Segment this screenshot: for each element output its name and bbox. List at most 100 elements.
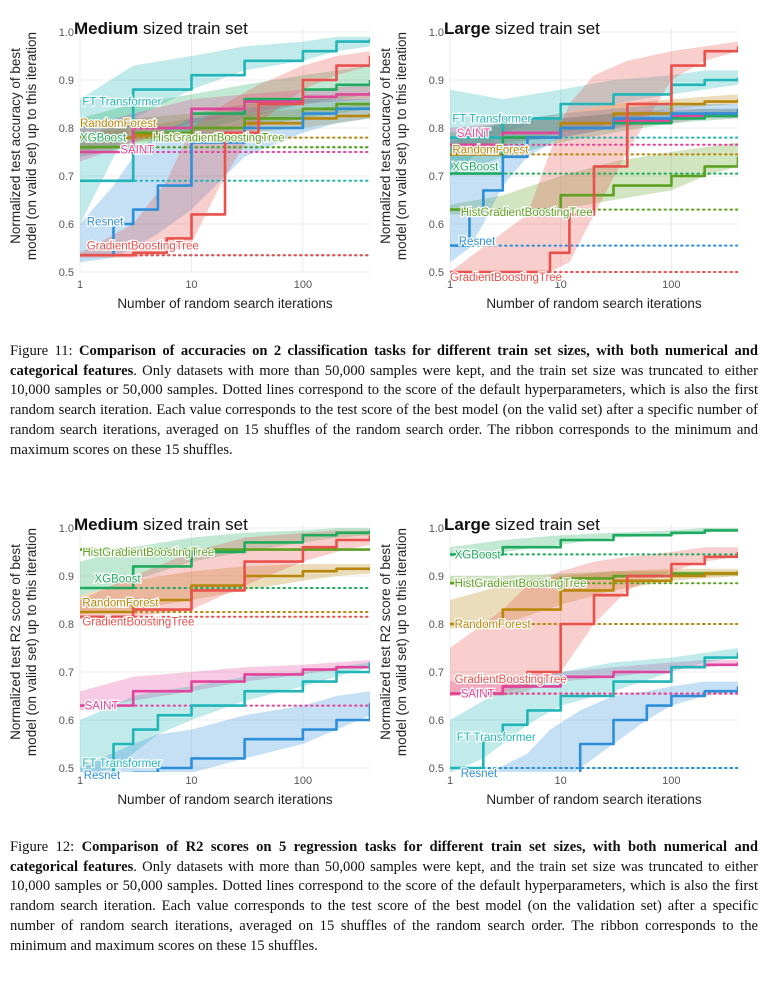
- panel-title: Large sized train set: [444, 515, 600, 534]
- x-tick-label: 100: [294, 775, 312, 787]
- series-line-gradientboostingtree: [80, 56, 370, 257]
- series-label-resnet: Resnet: [459, 236, 496, 248]
- x-tick-label: 1: [447, 775, 453, 787]
- y-tick-label: 0.7: [429, 667, 444, 679]
- y-tick-label: 0.6: [59, 219, 74, 231]
- y-tick-label: 0.7: [59, 667, 74, 679]
- series-label-resnet: Resnet: [87, 217, 124, 229]
- series-line-saint: [80, 92, 370, 154]
- y-axis-title-line1: Normalized test R2 score of best: [8, 544, 23, 740]
- ribbon-ft-transformer: [80, 36, 370, 224]
- series-label-ft-transformer: FT Transformer: [457, 732, 536, 744]
- y-tick-label: 0.9: [59, 75, 74, 87]
- y-tick-label: 0.5: [59, 267, 74, 279]
- panel-title-bold: Medium: [74, 19, 138, 38]
- x-tick-label: 100: [662, 279, 680, 291]
- series-label-histgradientboostingtree: HistGradientBoostingTree: [82, 547, 214, 559]
- figure-11: 0.5 0.6 0.7 0.8 0.9 1.0 1 10 100 FT Transformer Ra…: [0, 0, 767, 330]
- y-tick-label: 0.9: [429, 75, 444, 87]
- y-tick-label: 0.5: [429, 763, 444, 775]
- panel-title-rest: sized train set: [490, 515, 600, 534]
- caption-text: . Only datasets with more than 50,000 sa…: [10, 362, 758, 458]
- series-line-xgboost: [450, 529, 738, 556]
- y-axis-title-line1: Normalized test R2 score of best: [378, 544, 393, 740]
- x-tick-label: 100: [662, 775, 680, 787]
- x-tick-label: 10: [555, 775, 567, 787]
- series-line-ft-transformer: [450, 77, 738, 139]
- ribbon-ft-transformer: [80, 662, 370, 772]
- series-line-ft-transformer: [80, 39, 370, 183]
- series-line-resnet: [450, 108, 738, 247]
- series-line-gradientboostingtree: [450, 46, 738, 274]
- series-line-resnet: [80, 107, 370, 257]
- chart-panel-2: 0.5 0.6 0.7 0.8 0.9 1.0 1 10 100 HistGradientBoos…: [8, 515, 370, 807]
- y-tick-label: 0.5: [59, 763, 74, 775]
- series-line-ft-transformer: [450, 652, 738, 770]
- y-tick-label: 1.0: [429, 523, 444, 535]
- series-line-resnet: [578, 686, 738, 772]
- y-tick-label: 0.9: [59, 571, 74, 583]
- figure-12: 0.5 0.6 0.7 0.8 0.9 1.0 1 10 100 HistGradientBoos…: [0, 496, 767, 826]
- y-tick-label: 0.8: [429, 123, 444, 135]
- caption-label: Figure 11:: [10, 343, 73, 359]
- x-tick-label: 10: [555, 279, 567, 291]
- x-tick-label: 10: [185, 279, 197, 291]
- series-label-randomforest: RandomForest: [82, 597, 159, 609]
- y-tick-label: 0.6: [429, 715, 444, 727]
- ribbon-gradientboostingtree: [80, 530, 370, 620]
- x-axis-title: Number of random search iterations: [486, 296, 702, 311]
- caption-bold: Comparison of R2 scores on 5 regression …: [10, 839, 758, 875]
- ribbon-ft-transformer: [450, 648, 738, 772]
- panel-title-rest: sized train set: [490, 19, 600, 38]
- x-tick-label: 100: [294, 279, 312, 291]
- x-axis-title: Number of random search iterations: [117, 296, 333, 311]
- y-axis-title-line2: model (on valid set) up to this iteratio…: [394, 32, 409, 260]
- series-label-xgboost: XGBoost: [80, 133, 127, 145]
- chart-panel-3: 0.5 0.6 0.7 0.8 0.9 1.0 1 10 100 XGBoost HistGradi…: [378, 515, 738, 807]
- series-label-randomforest: RandomForest: [455, 619, 532, 631]
- series-label-xgboost: XGBoost: [95, 573, 142, 585]
- x-axis-title: Number of random search iterations: [117, 792, 333, 807]
- y-axis-title-line2: model (on valid set) up to this iteratio…: [394, 528, 409, 756]
- ribbon-resnet: [450, 104, 738, 263]
- series-label-gradientboostingtree: GradientBoostingTree: [455, 674, 567, 686]
- y-tick-label: 0.8: [429, 619, 444, 631]
- series-label-histgradientboostingtree: HistGradientBoostingTree: [461, 207, 593, 219]
- chart-panel-1: 0.5 0.6 0.7 0.8 0.9 1.0 1 10 100 FT Transformer SA…: [378, 19, 738, 311]
- y-tick-label: 0.6: [429, 219, 444, 231]
- panel-title-bold: Large: [444, 515, 490, 534]
- panel-title-rest: sized train set: [138, 19, 248, 38]
- ribbon-resnet: [80, 691, 370, 772]
- series-label-saint: SAINT: [461, 689, 495, 701]
- plot-area: [80, 528, 370, 772]
- y-axis-title-line1: Normalized test accuracy of best: [8, 48, 23, 244]
- y-tick-label: 0.6: [59, 715, 74, 727]
- series-label-randomforest: RandomForest: [80, 118, 157, 130]
- series-label-randomforest: RandomForest: [452, 145, 529, 157]
- figure-11-charts: 0.5 0.6 0.7 0.8 0.9 1.0 1 10 100 FT Transformer Ra…: [8, 19, 738, 311]
- ribbon-xgboost: [80, 528, 370, 596]
- series-label-saint: SAINT: [457, 128, 491, 140]
- ribbon-gradientboostingtree: [450, 41, 738, 272]
- series-label-ft-transformer: FT Transformer: [82, 97, 161, 109]
- series-label-gradientboostingtree: GradientBoostingTree: [82, 617, 194, 629]
- ribbon-ft-transformer: [450, 70, 738, 176]
- y-axis-title-line2: model (on valid set) up to this iteratio…: [24, 528, 39, 756]
- plot-area: [450, 528, 738, 772]
- series-line-saint: [80, 662, 370, 707]
- x-tick-label: 1: [447, 279, 453, 291]
- y-tick-label: 1.0: [59, 523, 74, 535]
- plot-area: [80, 36, 370, 263]
- series-label-resnet: Resnet: [461, 768, 498, 780]
- figure-12-caption: Figure 12: Comparison of R2 scores on 5 …: [10, 838, 758, 956]
- series-line-histgradientboostingtree: [450, 572, 738, 585]
- x-tick-label: 1: [77, 775, 83, 787]
- series-line-randomforest: [450, 571, 738, 626]
- y-tick-label: 0.7: [59, 171, 74, 183]
- series-label-histgradientboostingtree: HistGradientBoostingTree: [455, 578, 587, 590]
- chart-panel-0: 0.5 0.6 0.7 0.8 0.9 1.0 1 10 100 FT Transformer Ra…: [8, 19, 370, 311]
- series-label-ft-transformer: FT Transformer: [82, 758, 161, 770]
- x-axis-title: Number of random search iterations: [486, 792, 702, 807]
- series-line-ft-transformer: [112, 662, 370, 772]
- series-label-gradientboostingtree: GradientBoostingTree: [87, 241, 199, 253]
